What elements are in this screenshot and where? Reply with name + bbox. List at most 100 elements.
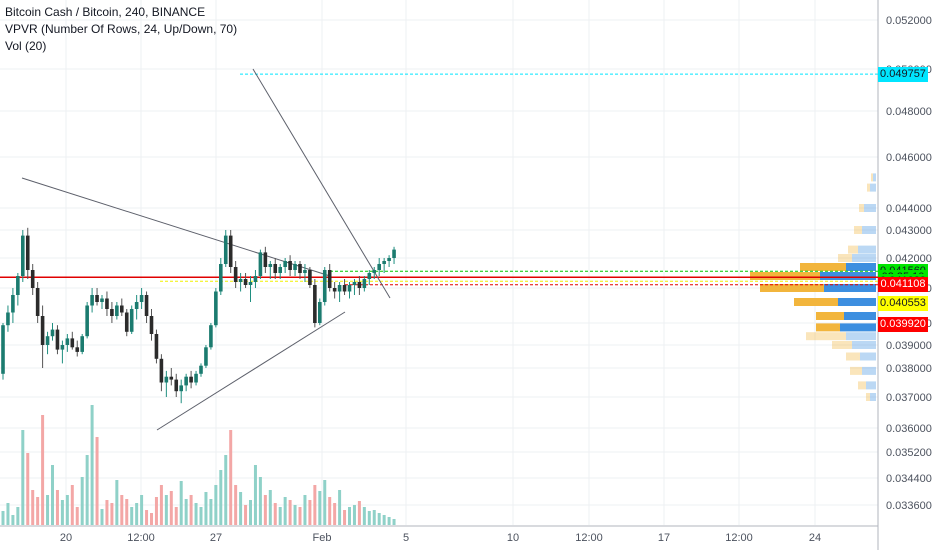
volume-profile-down-bar bbox=[859, 204, 864, 212]
candle-body bbox=[367, 273, 372, 279]
volume-bar bbox=[343, 510, 347, 525]
descending-trendline[interactable] bbox=[252, 68, 391, 299]
price-axis-label: 0.043000 bbox=[886, 225, 932, 237]
volume-profile-up-bar bbox=[852, 254, 876, 262]
candle-body bbox=[149, 316, 154, 334]
volume-bar bbox=[184, 499, 188, 525]
volume-bar bbox=[253, 465, 257, 525]
candle-body bbox=[352, 282, 357, 285]
volume-profile-up-bar bbox=[864, 204, 876, 212]
volume-bar bbox=[338, 490, 342, 525]
volume-bar bbox=[159, 485, 163, 525]
time-axis-label: 17 bbox=[658, 532, 670, 544]
volume-bar bbox=[6, 503, 10, 525]
volume-bar bbox=[283, 497, 287, 525]
volume-profile-up-bar bbox=[838, 298, 876, 306]
volume-bar bbox=[273, 503, 277, 525]
volume-bar bbox=[239, 492, 243, 525]
volume-bar bbox=[263, 495, 267, 525]
candle-body bbox=[105, 298, 109, 309]
volume-indicator-label[interactable]: Vol (20) bbox=[5, 39, 47, 53]
volume-bar bbox=[387, 517, 391, 525]
volume-profile-down-bar bbox=[838, 254, 852, 262]
candle-body bbox=[322, 270, 327, 302]
candle-body bbox=[55, 329, 60, 350]
candle-body bbox=[6, 312, 10, 326]
volume-bar bbox=[189, 495, 193, 525]
upper-trendline[interactable] bbox=[21, 177, 331, 277]
candle-body bbox=[134, 302, 139, 309]
volume-bar bbox=[323, 480, 327, 525]
candle-body bbox=[115, 305, 119, 316]
volume-profile-up-bar bbox=[852, 341, 876, 349]
candle-body bbox=[179, 385, 183, 392]
time-axis-label: 12:00 bbox=[127, 532, 155, 544]
candle-body bbox=[80, 336, 84, 352]
time-axis-label: 20 bbox=[60, 532, 72, 544]
candle-body bbox=[278, 267, 282, 273]
volume-profile-down-bar bbox=[806, 332, 846, 341]
candle-body bbox=[159, 358, 164, 383]
volume-bar bbox=[357, 501, 361, 525]
candle-body bbox=[392, 249, 396, 258]
candle-body bbox=[258, 252, 263, 276]
candle-body bbox=[120, 305, 124, 313]
volume-profile-up-bar bbox=[860, 352, 876, 361]
candle-body bbox=[288, 261, 292, 270]
volume-profile-up-bar bbox=[870, 393, 876, 401]
price-axis-label: 0.039000 bbox=[886, 340, 932, 352]
lower-trendline[interactable] bbox=[156, 311, 346, 431]
volume-bar bbox=[16, 507, 20, 525]
candle-body bbox=[50, 329, 55, 337]
candle-body bbox=[233, 267, 238, 282]
candle-body bbox=[347, 285, 352, 292]
volume-profile-down-bar bbox=[800, 263, 846, 271]
volume-profile-up-bar bbox=[862, 366, 876, 375]
candle-body bbox=[263, 252, 268, 267]
volume-profile-down-bar bbox=[816, 312, 844, 320]
volume-bar bbox=[164, 495, 168, 525]
price-axis-label: 0.034400 bbox=[886, 473, 932, 485]
symbol-title[interactable]: Bitcoin Cash / Bitcoin, 240, BINANCE bbox=[5, 5, 206, 19]
chart-legend: Bitcoin Cash / Bitcoin, 240, BINANCE VPV… bbox=[5, 4, 237, 55]
volume-bar bbox=[130, 507, 134, 525]
volume-bar bbox=[11, 515, 15, 525]
volume-profile-up-bar bbox=[820, 272, 876, 280]
volume-bar bbox=[90, 405, 94, 525]
vpvr-indicator-label[interactable]: VPVR (Number Of Rows, 24, Up/Down, 70) bbox=[5, 22, 238, 36]
volume-bar bbox=[199, 507, 203, 525]
volume-profile-down-bar bbox=[848, 245, 858, 254]
volume-bar bbox=[367, 511, 371, 525]
price-axis-label: 0.035200 bbox=[886, 447, 932, 459]
volume-bar bbox=[313, 485, 317, 525]
candle-body bbox=[124, 312, 129, 332]
volume-bar bbox=[234, 485, 238, 525]
volume-bar bbox=[278, 507, 282, 525]
candle-body bbox=[273, 264, 278, 273]
time-axis-label: 5 bbox=[403, 532, 409, 544]
candle-body bbox=[45, 336, 50, 345]
candle-body bbox=[318, 302, 322, 323]
volume-bar bbox=[169, 491, 173, 525]
volume-bar bbox=[125, 499, 129, 525]
price-tag: 0.039920 bbox=[878, 317, 928, 333]
volume-profile-down-bar bbox=[858, 381, 866, 390]
price-axis-label: 0.036000 bbox=[886, 423, 932, 435]
volume-bar bbox=[328, 497, 332, 525]
price-axis-label: 0.033600 bbox=[886, 500, 932, 512]
candle-body bbox=[65, 338, 70, 345]
candle-body bbox=[95, 295, 99, 302]
candle-body bbox=[25, 235, 30, 270]
candle-body bbox=[154, 334, 159, 359]
price-axis-label: 0.042000 bbox=[886, 253, 932, 265]
price-axis-label: 0.048000 bbox=[886, 106, 932, 118]
volume-profile-down-bar bbox=[816, 323, 840, 332]
candle-body bbox=[30, 270, 35, 288]
candle-body bbox=[342, 285, 347, 292]
candle-body bbox=[362, 279, 367, 288]
candle-body bbox=[382, 261, 386, 264]
volume-bar bbox=[80, 477, 84, 525]
volume-profile-up-bar bbox=[862, 226, 876, 234]
volume-profile-down-bar bbox=[866, 393, 870, 401]
